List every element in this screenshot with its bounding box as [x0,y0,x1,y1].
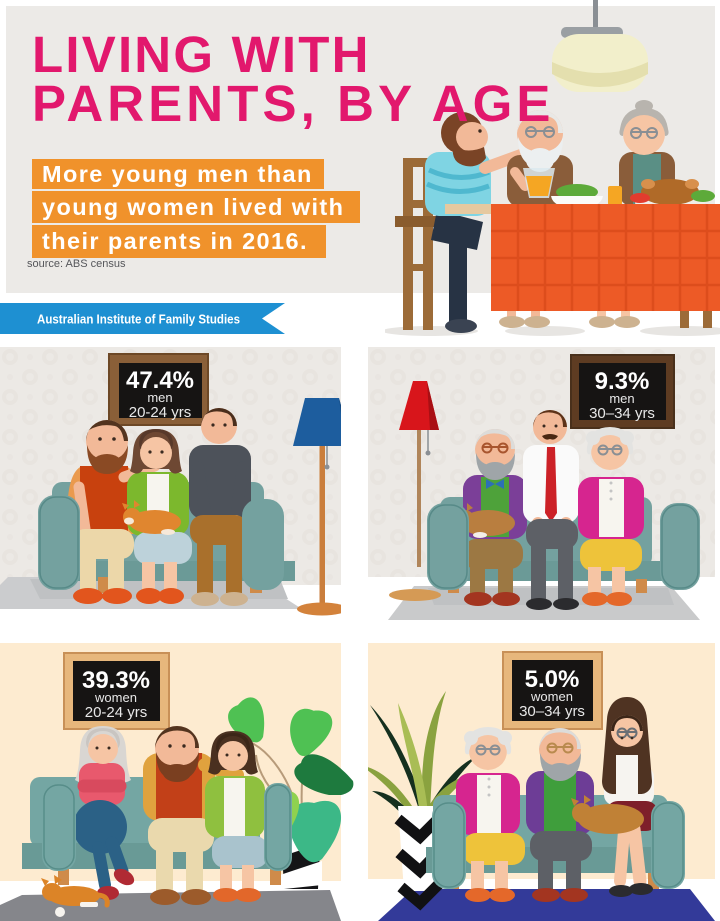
svg-text:men: men [147,390,172,405]
svg-text:men: men [609,391,634,406]
svg-text:47.4%: 47.4% [126,367,194,394]
svg-text:women: women [94,690,137,705]
svg-text:Australian Institute of Family: Australian Institute of Family Studies [37,312,240,327]
svg-text:39.3%: 39.3% [82,667,150,694]
svg-text:20-24 yrs: 20-24 yrs [129,404,192,421]
svg-text:20-24 yrs: 20-24 yrs [85,704,148,721]
svg-text:30–34 yrs: 30–34 yrs [589,405,655,422]
svg-text:30–34 yrs: 30–34 yrs [519,703,585,720]
svg-text:5.0%: 5.0% [525,666,580,693]
svg-text:women: women [530,689,573,704]
svg-text:9.3%: 9.3% [595,368,650,395]
